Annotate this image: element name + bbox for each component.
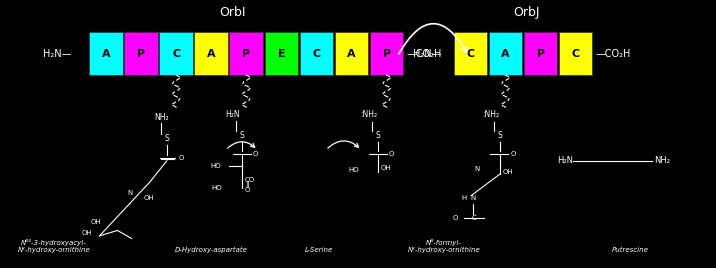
- Text: P: P: [137, 49, 145, 59]
- Text: ‖: ‖: [245, 181, 248, 188]
- Text: :NH₂: :NH₂: [482, 110, 499, 119]
- Text: Nᴮ³-3-hydroxyacyl-
Nᵞ-hydroxy-ornithine: Nᴮ³-3-hydroxyacyl- Nᵞ-hydroxy-ornithine: [17, 239, 90, 253]
- Text: A: A: [207, 49, 216, 59]
- Text: H₂N—: H₂N—: [43, 49, 72, 59]
- Text: N: N: [127, 190, 132, 196]
- Text: D-Hydroxy-aspartate: D-Hydroxy-aspartate: [175, 247, 248, 253]
- Text: CO: CO: [245, 177, 255, 183]
- Text: O: O: [245, 187, 251, 193]
- Text: C: C: [312, 49, 321, 59]
- FancyBboxPatch shape: [229, 32, 263, 75]
- FancyBboxPatch shape: [159, 32, 193, 75]
- FancyBboxPatch shape: [125, 32, 158, 75]
- FancyBboxPatch shape: [334, 32, 368, 75]
- Text: —CO₂H: —CO₂H: [407, 49, 442, 59]
- Text: Putrescine: Putrescine: [611, 247, 649, 253]
- Text: OrbI: OrbI: [219, 6, 246, 18]
- Text: A: A: [102, 49, 110, 59]
- Text: O: O: [389, 151, 395, 157]
- FancyBboxPatch shape: [194, 32, 228, 75]
- FancyBboxPatch shape: [370, 32, 404, 75]
- Text: H₂N: H₂N: [226, 110, 240, 119]
- Text: OH: OH: [82, 230, 92, 236]
- FancyBboxPatch shape: [265, 32, 299, 75]
- FancyBboxPatch shape: [454, 32, 488, 75]
- Text: HO: HO: [349, 167, 359, 173]
- Text: O: O: [179, 155, 185, 161]
- FancyArrowPatch shape: [328, 141, 359, 148]
- Text: A: A: [347, 49, 356, 59]
- Text: A: A: [501, 49, 510, 59]
- Text: P: P: [536, 49, 545, 59]
- FancyBboxPatch shape: [524, 32, 558, 75]
- Text: O: O: [253, 151, 258, 157]
- Text: S: S: [376, 131, 380, 140]
- Text: P: P: [242, 49, 251, 59]
- FancyBboxPatch shape: [300, 32, 334, 75]
- Text: OH: OH: [381, 165, 392, 170]
- Text: P: P: [382, 49, 391, 59]
- Text: O: O: [511, 151, 516, 157]
- Text: C: C: [466, 49, 475, 59]
- Text: :NH₂: :NH₂: [360, 110, 377, 119]
- Text: Nᴮ-formyl-
Nᵞ-hydroxy-ornithine: Nᴮ-formyl- Nᵞ-hydroxy-ornithine: [407, 239, 480, 253]
- Text: S: S: [498, 131, 502, 140]
- Text: L-Serine: L-Serine: [304, 247, 333, 253]
- Text: N: N: [475, 166, 480, 172]
- Text: OH: OH: [503, 169, 513, 174]
- Text: OH: OH: [143, 195, 154, 201]
- Text: NH₂: NH₂: [154, 113, 168, 122]
- Text: OrbJ: OrbJ: [513, 6, 540, 18]
- Text: OH: OH: [90, 219, 101, 225]
- Text: O: O: [453, 215, 458, 221]
- Text: H: H: [462, 195, 467, 201]
- FancyBboxPatch shape: [89, 32, 123, 75]
- Text: E: E: [278, 49, 285, 59]
- Text: NH₂: NH₂: [654, 156, 669, 165]
- Text: S: S: [165, 133, 169, 143]
- FancyBboxPatch shape: [559, 32, 593, 75]
- Text: S: S: [240, 131, 244, 140]
- FancyArrowPatch shape: [228, 142, 255, 148]
- Text: HO: HO: [211, 185, 222, 191]
- Text: HO: HO: [210, 163, 221, 169]
- Text: C: C: [472, 215, 476, 221]
- Text: N: N: [470, 195, 475, 201]
- FancyBboxPatch shape: [488, 32, 523, 75]
- Text: C: C: [571, 49, 580, 59]
- Text: —CO₂H: —CO₂H: [596, 49, 631, 59]
- Text: H₂N: H₂N: [557, 156, 573, 165]
- Text: C: C: [172, 49, 180, 59]
- FancyArrowPatch shape: [399, 24, 467, 54]
- Text: H₂N—: H₂N—: [412, 49, 441, 59]
